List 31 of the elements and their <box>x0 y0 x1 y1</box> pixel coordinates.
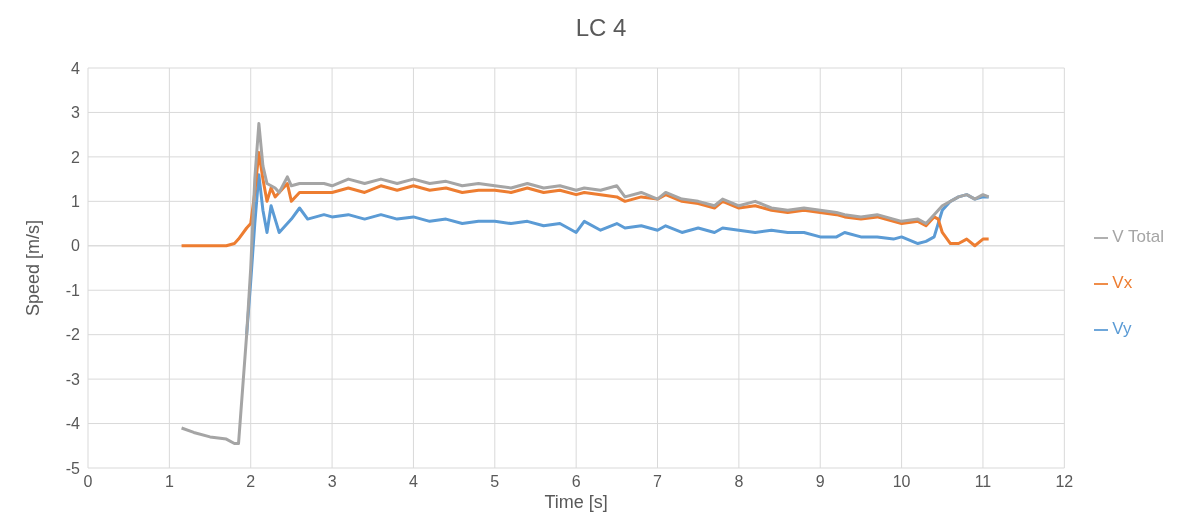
x-tick-label: 5 <box>490 473 500 491</box>
x-tick-label: 8 <box>734 473 744 491</box>
y-axis-title: Speed [m/s] <box>23 219 44 317</box>
y-tick-label: 3 <box>71 104 81 122</box>
y-tick-label: 4 <box>71 59 81 77</box>
x-tick-label: 1 <box>164 473 174 491</box>
y-tick-label: -4 <box>65 415 81 433</box>
line-series <box>180 150 991 248</box>
legend-label: V Total <box>1112 227 1164 246</box>
chart-title: LC 4 <box>574 13 628 43</box>
x-tick-label: 6 <box>571 473 581 491</box>
legend-label: Vx <box>1112 273 1133 292</box>
y-tick-label: 2 <box>71 148 81 166</box>
legend-label: Vy <box>1112 319 1132 338</box>
x-tick-label: 9 <box>815 473 825 491</box>
y-tick-label: -2 <box>65 326 81 344</box>
y-tick-label: -1 <box>65 281 81 299</box>
x-tick-label: 11 <box>974 473 992 491</box>
x-tick-label: 0 <box>83 473 93 491</box>
y-tick-label: 1 <box>71 193 81 211</box>
y-tick-label: -3 <box>65 370 81 388</box>
x-axis-title: Time [s] <box>544 492 608 512</box>
x-tick-label: 3 <box>327 473 337 491</box>
y-tick-label: -5 <box>65 459 81 477</box>
x-tick-label: 2 <box>246 473 256 491</box>
x-tick-label: 4 <box>408 473 418 491</box>
y-tick-label: 0 <box>71 237 81 255</box>
x-tick-label: 10 <box>892 473 911 491</box>
line-series <box>180 122 991 446</box>
x-tick-label: 7 <box>653 473 663 491</box>
x-tick-label: 12 <box>1055 473 1074 491</box>
